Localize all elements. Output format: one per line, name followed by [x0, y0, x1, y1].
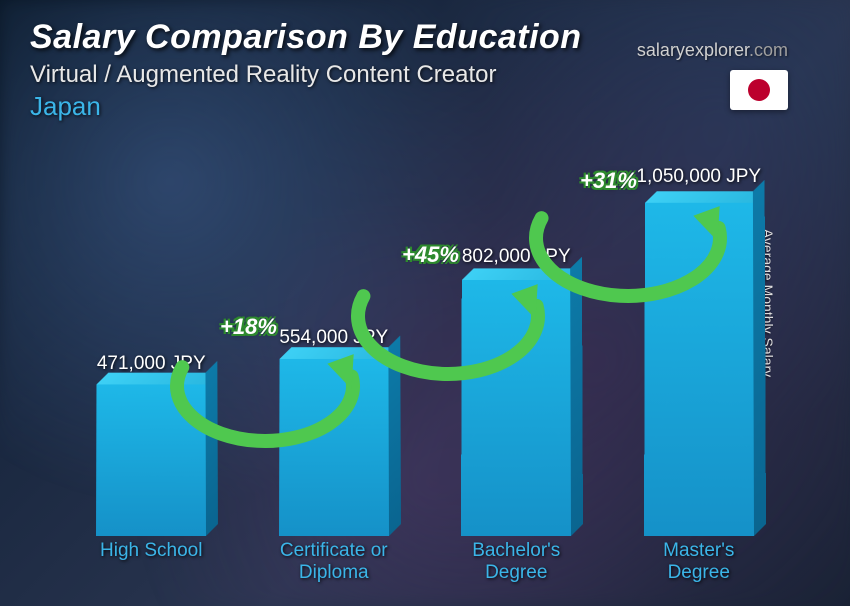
watermark-suffix: .com — [749, 40, 788, 60]
bar-group: 471,000 JPY — [71, 353, 232, 536]
bar-group: 1,050,000 JPY — [618, 166, 779, 536]
bar-top-face — [462, 268, 582, 280]
bar-top-face — [645, 191, 765, 203]
flag-circle — [748, 79, 770, 101]
bar — [96, 384, 206, 536]
bar — [279, 359, 389, 536]
bar-side-face — [388, 335, 401, 536]
bar-value: 554,000 JPY — [279, 327, 388, 349]
header: Salary Comparison By Education Virtual /… — [30, 18, 820, 122]
bar-value: 802,000 JPY — [462, 246, 571, 268]
bar-side-face — [570, 257, 583, 536]
bar — [461, 280, 571, 536]
bar-front-face — [279, 359, 389, 536]
country-name: Japan — [30, 91, 820, 122]
main-container: Salary Comparison By Education Virtual /… — [0, 0, 850, 606]
bar-value: 1,050,000 JPY — [636, 166, 761, 188]
labels-container: High School Certificate orDiploma Bachelor… — [60, 536, 790, 586]
bar-label: Master'sDegree — [618, 536, 779, 586]
bar-top-face — [279, 347, 400, 359]
bar-front-face — [461, 280, 571, 536]
bar-group: 554,000 JPY — [253, 327, 414, 536]
bar-label: Bachelor'sDegree — [436, 536, 597, 586]
japan-flag-icon — [730, 70, 788, 110]
bar-top-face — [97, 373, 218, 385]
bar — [644, 203, 754, 536]
bar-front-face — [96, 384, 206, 536]
bar-chart: 471,000 JPY 554,000 JPY 802,000 JPY 1,050,0… — [60, 126, 790, 586]
bar-front-face — [644, 203, 754, 536]
job-title: Virtual / Augmented Reality Content Crea… — [30, 61, 820, 89]
bar-label: Certificate orDiploma — [253, 536, 414, 586]
bar-group: 802,000 JPY — [436, 246, 597, 536]
bars-container: 471,000 JPY 554,000 JPY 802,000 JPY 1,050,0… — [60, 156, 790, 536]
bar-label: High School — [71, 536, 232, 586]
bar-side-face — [753, 180, 766, 536]
watermark-main: salaryexplorer — [637, 40, 749, 60]
watermark: salaryexplorer.com — [637, 40, 788, 61]
bar-side-face — [206, 361, 218, 536]
